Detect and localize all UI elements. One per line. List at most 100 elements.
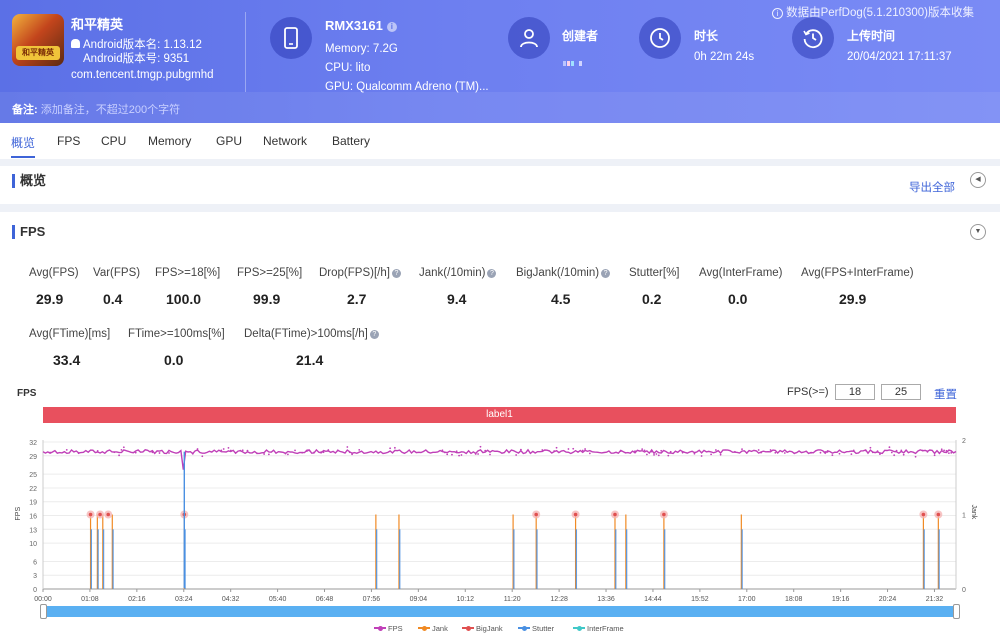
y2-tick-label: 1	[962, 513, 966, 520]
metric-row2-label-2: Delta(FTime)>100ms[/h]?	[244, 328, 379, 340]
legend-swatch	[518, 625, 530, 631]
metric-row2-value-1: 0.0	[164, 352, 184, 368]
fps-point	[267, 453, 270, 456]
legend-item-interframe[interactable]: InterFrame	[573, 624, 624, 633]
scroll-handle-left[interactable]	[40, 604, 47, 619]
tab-gpu[interactable]: GPU	[216, 134, 243, 148]
data-source-notice: i 数据由PerfDog(5.1.210300)版本收集	[772, 4, 974, 20]
help-icon[interactable]: ?	[391, 269, 401, 278]
fps-point	[222, 448, 225, 450]
x-tick-label: 10:12	[457, 596, 475, 602]
legend-dot	[378, 625, 383, 631]
fps-point	[783, 452, 786, 454]
fps-panel: FPS ▼	[0, 212, 1000, 635]
fps-threshold-input-2[interactable]	[881, 384, 921, 400]
device-memory: Memory: 7.2G	[325, 43, 398, 55]
y-tick-label: 16	[29, 514, 37, 521]
fps-point	[346, 446, 349, 448]
fps-point	[134, 451, 137, 454]
collapse-left-icon[interactable]: ◀	[970, 172, 986, 188]
tab-cpu[interactable]: CPU	[101, 134, 127, 148]
metric-row1-label-8: Avg(InterFrame)	[699, 267, 783, 279]
fps-point	[888, 446, 891, 449]
fps-point	[451, 453, 453, 456]
fps-point	[657, 454, 660, 457]
metric-row1-label-1: Var(FPS)	[93, 267, 141, 279]
x-tick-label: 09:04	[410, 596, 428, 602]
fps-point	[489, 453, 491, 456]
fps-point	[201, 455, 204, 458]
metric-row1-label-2: FPS>=18[%]	[155, 267, 221, 279]
export-all-link[interactable]: 导出全部	[909, 182, 955, 194]
legend-label: FPS	[388, 624, 403, 633]
legend-item-stutter[interactable]: Stutter	[518, 624, 554, 633]
fps-point	[819, 451, 822, 454]
fps-chart[interactable]: 0 3 6 10 13 16 19 22 25 29 32 0 1 2 FPS Jank 00:00 01:08 0…	[0, 430, 1000, 602]
fps-point	[933, 454, 936, 457]
android-icon	[71, 39, 80, 48]
fps-point	[122, 446, 125, 449]
fps-point	[227, 446, 230, 449]
y-tick-label: 32	[29, 440, 37, 447]
fps-threshold-input-1[interactable]	[835, 384, 875, 400]
fps-point	[890, 451, 893, 454]
label-bar[interactable]: label1	[43, 407, 956, 423]
fps-point	[714, 449, 717, 451]
fps-point	[118, 454, 120, 457]
fps-point	[263, 453, 266, 455]
fps-point	[741, 448, 743, 451]
legend-dot	[522, 625, 527, 631]
tab-overview[interactable]: 概览	[11, 136, 36, 158]
fps-point	[581, 449, 584, 452]
fps-point	[158, 452, 161, 454]
help-icon[interactable]: ?	[487, 269, 497, 278]
remark-field[interactable]: 备注: 添加备注，不超过200个字符	[0, 92, 1000, 123]
x-tick-label: 06:48	[316, 596, 334, 602]
timeline-scrollbar[interactable]	[43, 606, 956, 617]
x-tick-label: 17:00	[738, 596, 756, 602]
device-model: RMX3161 i	[325, 18, 397, 33]
fps-point	[294, 449, 296, 452]
tab-memory[interactable]: Memory	[148, 134, 192, 148]
metric-row1-value-5: 9.4	[447, 291, 467, 307]
tab-fps[interactable]: FPS	[57, 134, 81, 148]
fps-point	[947, 452, 950, 455]
user-icon	[508, 17, 550, 59]
help-icon[interactable]: ?	[601, 269, 611, 278]
fps-point	[700, 455, 703, 457]
legend-dot	[577, 625, 582, 631]
app-icon: 和平精英	[12, 14, 64, 66]
fps-panel-title: FPS	[12, 225, 45, 239]
fps-point	[477, 453, 480, 455]
legend-label: InterFrame	[587, 624, 624, 633]
fps-point	[168, 452, 170, 454]
bigjank-point	[98, 512, 102, 517]
legend-item-bigjank[interactable]: BigJank	[462, 624, 503, 633]
y-tick-label: 25	[29, 472, 37, 479]
info-icon[interactable]: i	[386, 22, 397, 32]
legend-item-jank[interactable]: Jank	[418, 624, 448, 633]
divider	[245, 12, 246, 92]
fps-point	[719, 453, 722, 456]
legend-swatch	[573, 625, 585, 631]
help-icon[interactable]: ?	[369, 330, 379, 339]
tab-network[interactable]: Network	[263, 134, 308, 148]
fps-point	[774, 451, 777, 454]
fps-point	[757, 449, 760, 451]
chevron-down-icon[interactable]: ▼	[970, 224, 986, 240]
reset-button[interactable]: 重置	[934, 389, 957, 401]
metric-row1-label-5: Jank(/10min)?	[419, 267, 497, 279]
x-tick-label: 07:56	[363, 596, 381, 602]
metric-row1-value-1: 0.4	[103, 291, 123, 307]
bigjank-point	[662, 512, 666, 517]
bigjank-point	[573, 512, 578, 517]
tab-battery[interactable]: Battery	[332, 134, 371, 148]
y-tick-label: 10	[29, 541, 37, 548]
legend-label: Stutter	[532, 624, 555, 633]
x-tick-label: 02:16	[128, 596, 146, 602]
scroll-handle-right[interactable]	[953, 604, 960, 619]
legend-item-fps[interactable]: FPS	[374, 624, 403, 633]
x-tick-label: 13:36	[597, 596, 615, 602]
fps-point	[710, 453, 713, 456]
x-tick-label: 04:32	[222, 596, 240, 602]
